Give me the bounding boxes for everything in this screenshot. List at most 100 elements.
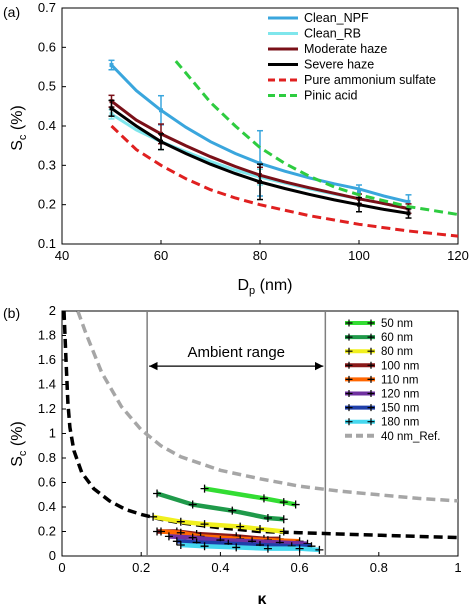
panel-b: (b) 0 0.2 0.4 0.6 0.8 1 0 0.2 0.4 0.6 0.8 1 1.2 1.4 1.…	[3, 303, 462, 608]
panel-b-legend-marker	[367, 319, 375, 327]
panel-b-x-tick-label: 0	[58, 560, 65, 575]
panel-b-y-tick-label: 1.8	[38, 328, 56, 343]
panel-b-plus-marker	[200, 484, 209, 493]
panel-a-y-tick-label: 0.3	[38, 157, 56, 172]
panel-a-series-line	[110, 124, 458, 238]
panel-a-data-point	[109, 106, 114, 111]
panel-a-legend-label: Pinic acid	[304, 89, 358, 103]
panel-a-data-point	[258, 179, 262, 184]
panel-b-plus-marker	[188, 500, 197, 509]
panel-a-y-tick-label: 0.2	[38, 197, 56, 212]
panel-a-series-group	[108, 59, 458, 238]
panel-a: (a) 40 60 80 100 120 0.1 0.2 0.3 0.4 0.5 0.6 0.7 Cl…	[3, 0, 469, 297]
panel-b-plus-marker	[279, 527, 288, 536]
panel-b-y-tick-label: 0.2	[38, 524, 56, 539]
panel-b-legend-label: 100 nm	[381, 360, 419, 372]
panel-b-plus-marker	[228, 506, 237, 515]
panel-b-plus-marker	[200, 542, 209, 551]
panel-b-legend-marker	[367, 404, 375, 412]
panel-b-y-tick-label: 0.4	[38, 499, 56, 514]
panel-b-legend-label: 110 nm	[381, 374, 419, 386]
panel-b-series-group	[62, 311, 458, 556]
panel-b-plus-marker	[149, 512, 158, 521]
panel-b-legend-marker	[367, 390, 375, 397]
panel-b-x-tick-label: 0.2	[132, 560, 150, 575]
panel-b-legend-marker	[345, 347, 353, 355]
panel-b-plot-area: 0 0.2 0.4 0.6 0.8 1 0 0.2 0.4 0.6 0.8 1 1.2 1.4 1.6 1.8…	[38, 303, 462, 575]
panel-b-y-tick-label: 0	[49, 548, 56, 563]
panel-b-xlabel: κ	[258, 591, 267, 608]
panel-a-x-tick-label: 80	[253, 248, 267, 263]
panel-b-plus-marker	[176, 540, 185, 549]
panel-b-legend-label: 120 nm	[381, 389, 419, 401]
panel-b-plus-marker	[232, 543, 241, 552]
panel-b-plus-marker	[315, 545, 324, 554]
panel-a-x-tick-label: 100	[348, 248, 370, 263]
panel-b-legend-marker	[345, 390, 353, 397]
panel-b-y-tick-label: 0.6	[38, 475, 56, 490]
panel-b-reference-curve	[62, 311, 458, 540]
panel-b-legend-marker	[345, 319, 353, 327]
panel-b-legend-label: 180 nm	[381, 417, 419, 429]
panel-a-x-tick-label: 60	[154, 248, 168, 263]
panel-b-legend-marker	[367, 375, 375, 383]
panel-b-y-tick-label: 1.4	[38, 377, 56, 392]
panel-a-plot-area: 40 60 80 100 120 0.1 0.2 0.3 0.4 0.5 0.6 0.7	[38, 0, 469, 263]
panel-a-data-point	[258, 161, 262, 166]
panel-a-y-tick-label: 0.7	[38, 0, 56, 15]
panel-b-plus-marker	[164, 532, 173, 541]
panel-b-legend: 50 nm 60 nm 80 nm 100 nm 110 nm 120 nm 150 nm 1…	[338, 314, 456, 448]
panel-b-x-tick-label: 1	[454, 560, 461, 575]
panel-b-legend-marker	[345, 418, 353, 426]
panel-a-data-point	[406, 199, 411, 204]
panel-b-reference-curve	[76, 311, 458, 503]
panel-b-legend-marker	[367, 347, 375, 355]
panel-b-legend-marker	[345, 333, 353, 341]
panel-b-legend-label: 40 nm_Ref.	[381, 431, 440, 443]
panel-a-data-point	[109, 63, 114, 68]
panel-b-legend-label: 150 nm	[381, 403, 419, 415]
panel-a-data-point	[159, 108, 163, 113]
panel-b-series-line	[204, 486, 297, 507]
panel-b-legend-marker	[345, 404, 353, 412]
panel-b-plus-marker	[263, 514, 272, 523]
panel-a-y-tick-label: 0.5	[38, 79, 56, 94]
panel-b-plus-marker	[295, 544, 304, 553]
panel-b-plus-marker	[279, 515, 288, 524]
panel-a-label: (a)	[3, 4, 20, 20]
panel-b-y-tick-label: 2	[49, 303, 56, 318]
panel-b-x-tick-label: 0.4	[211, 560, 229, 575]
panel-a-data-point	[406, 211, 411, 216]
panel-b-legend-label: 80 nm	[381, 346, 413, 358]
panel-b-y-tick-label: 0.8	[38, 450, 56, 465]
panel-b-legend-marker	[367, 418, 375, 426]
panel-a-data-point	[159, 139, 163, 144]
panel-a-legend-label: Moderate haze	[304, 42, 387, 56]
panel-b-plus-marker	[172, 537, 181, 546]
panel-b-legend-marker	[367, 333, 375, 341]
panel-a-legend-label: Pure ammonium sulfate	[304, 73, 436, 87]
panel-b-legend-label: 50 nm	[381, 318, 413, 330]
panel-b-plus-marker	[153, 489, 162, 498]
panel-b-legend-label: 60 nm	[381, 332, 413, 344]
panel-b-ylabel: Sc (%)	[9, 421, 29, 467]
panel-b-y-tick-label: 1.2	[38, 401, 56, 416]
panel-b-x-tick-label: 0.6	[291, 560, 309, 575]
panel-b-plus-marker	[263, 544, 272, 553]
panel-a-y-tick-label: 0.6	[38, 39, 56, 54]
panel-b-plus-marker	[291, 500, 300, 509]
panel-b-x-tick-label: 0.8	[370, 560, 388, 575]
panel-b-y-tick-label: 1.6	[38, 352, 56, 367]
ambient-range-label: Ambient range	[187, 344, 285, 361]
panel-b-legend-marker	[367, 361, 375, 369]
panel-a-legend-label: Severe haze	[304, 58, 374, 72]
panel-b-legend-marker	[345, 361, 353, 369]
panel-b-plus-marker	[176, 517, 185, 526]
panel-a-data-point	[357, 202, 361, 207]
panel-b-plus-marker	[236, 522, 245, 531]
panel-b-plus-marker	[259, 494, 268, 503]
panel-b-plus-marker	[200, 520, 209, 529]
panel-a-legend-label: Clean_NPF	[304, 11, 369, 25]
